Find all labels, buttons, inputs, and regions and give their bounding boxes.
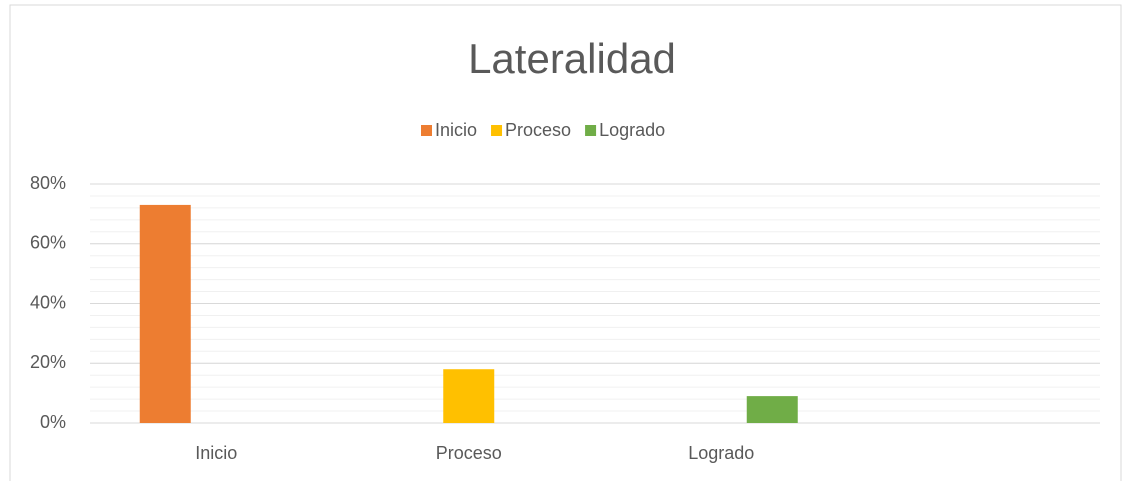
legend-swatch (421, 125, 432, 136)
legend-swatch (491, 125, 503, 136)
x-tick-label: Proceso (436, 443, 502, 463)
legend-swatch (585, 125, 597, 136)
bar (139, 204, 191, 423)
legend-label: Inicio (435, 120, 477, 140)
y-tick-label: 60% (30, 233, 66, 253)
chart-title: Lateralidad (468, 35, 676, 82)
x-tick-label: Inicio (195, 443, 237, 463)
y-tick-label: 20% (30, 352, 66, 372)
legend-label: Logrado (599, 120, 665, 140)
bar (746, 396, 798, 423)
y-tick-label: 80% (30, 173, 66, 193)
legend-label: Proceso (505, 120, 571, 140)
bar (443, 369, 495, 423)
y-tick-label: 0% (40, 412, 66, 432)
x-tick-label: Logrado (688, 443, 754, 463)
chart-frame (9, 4, 1122, 481)
y-tick-label: 40% (30, 292, 66, 312)
